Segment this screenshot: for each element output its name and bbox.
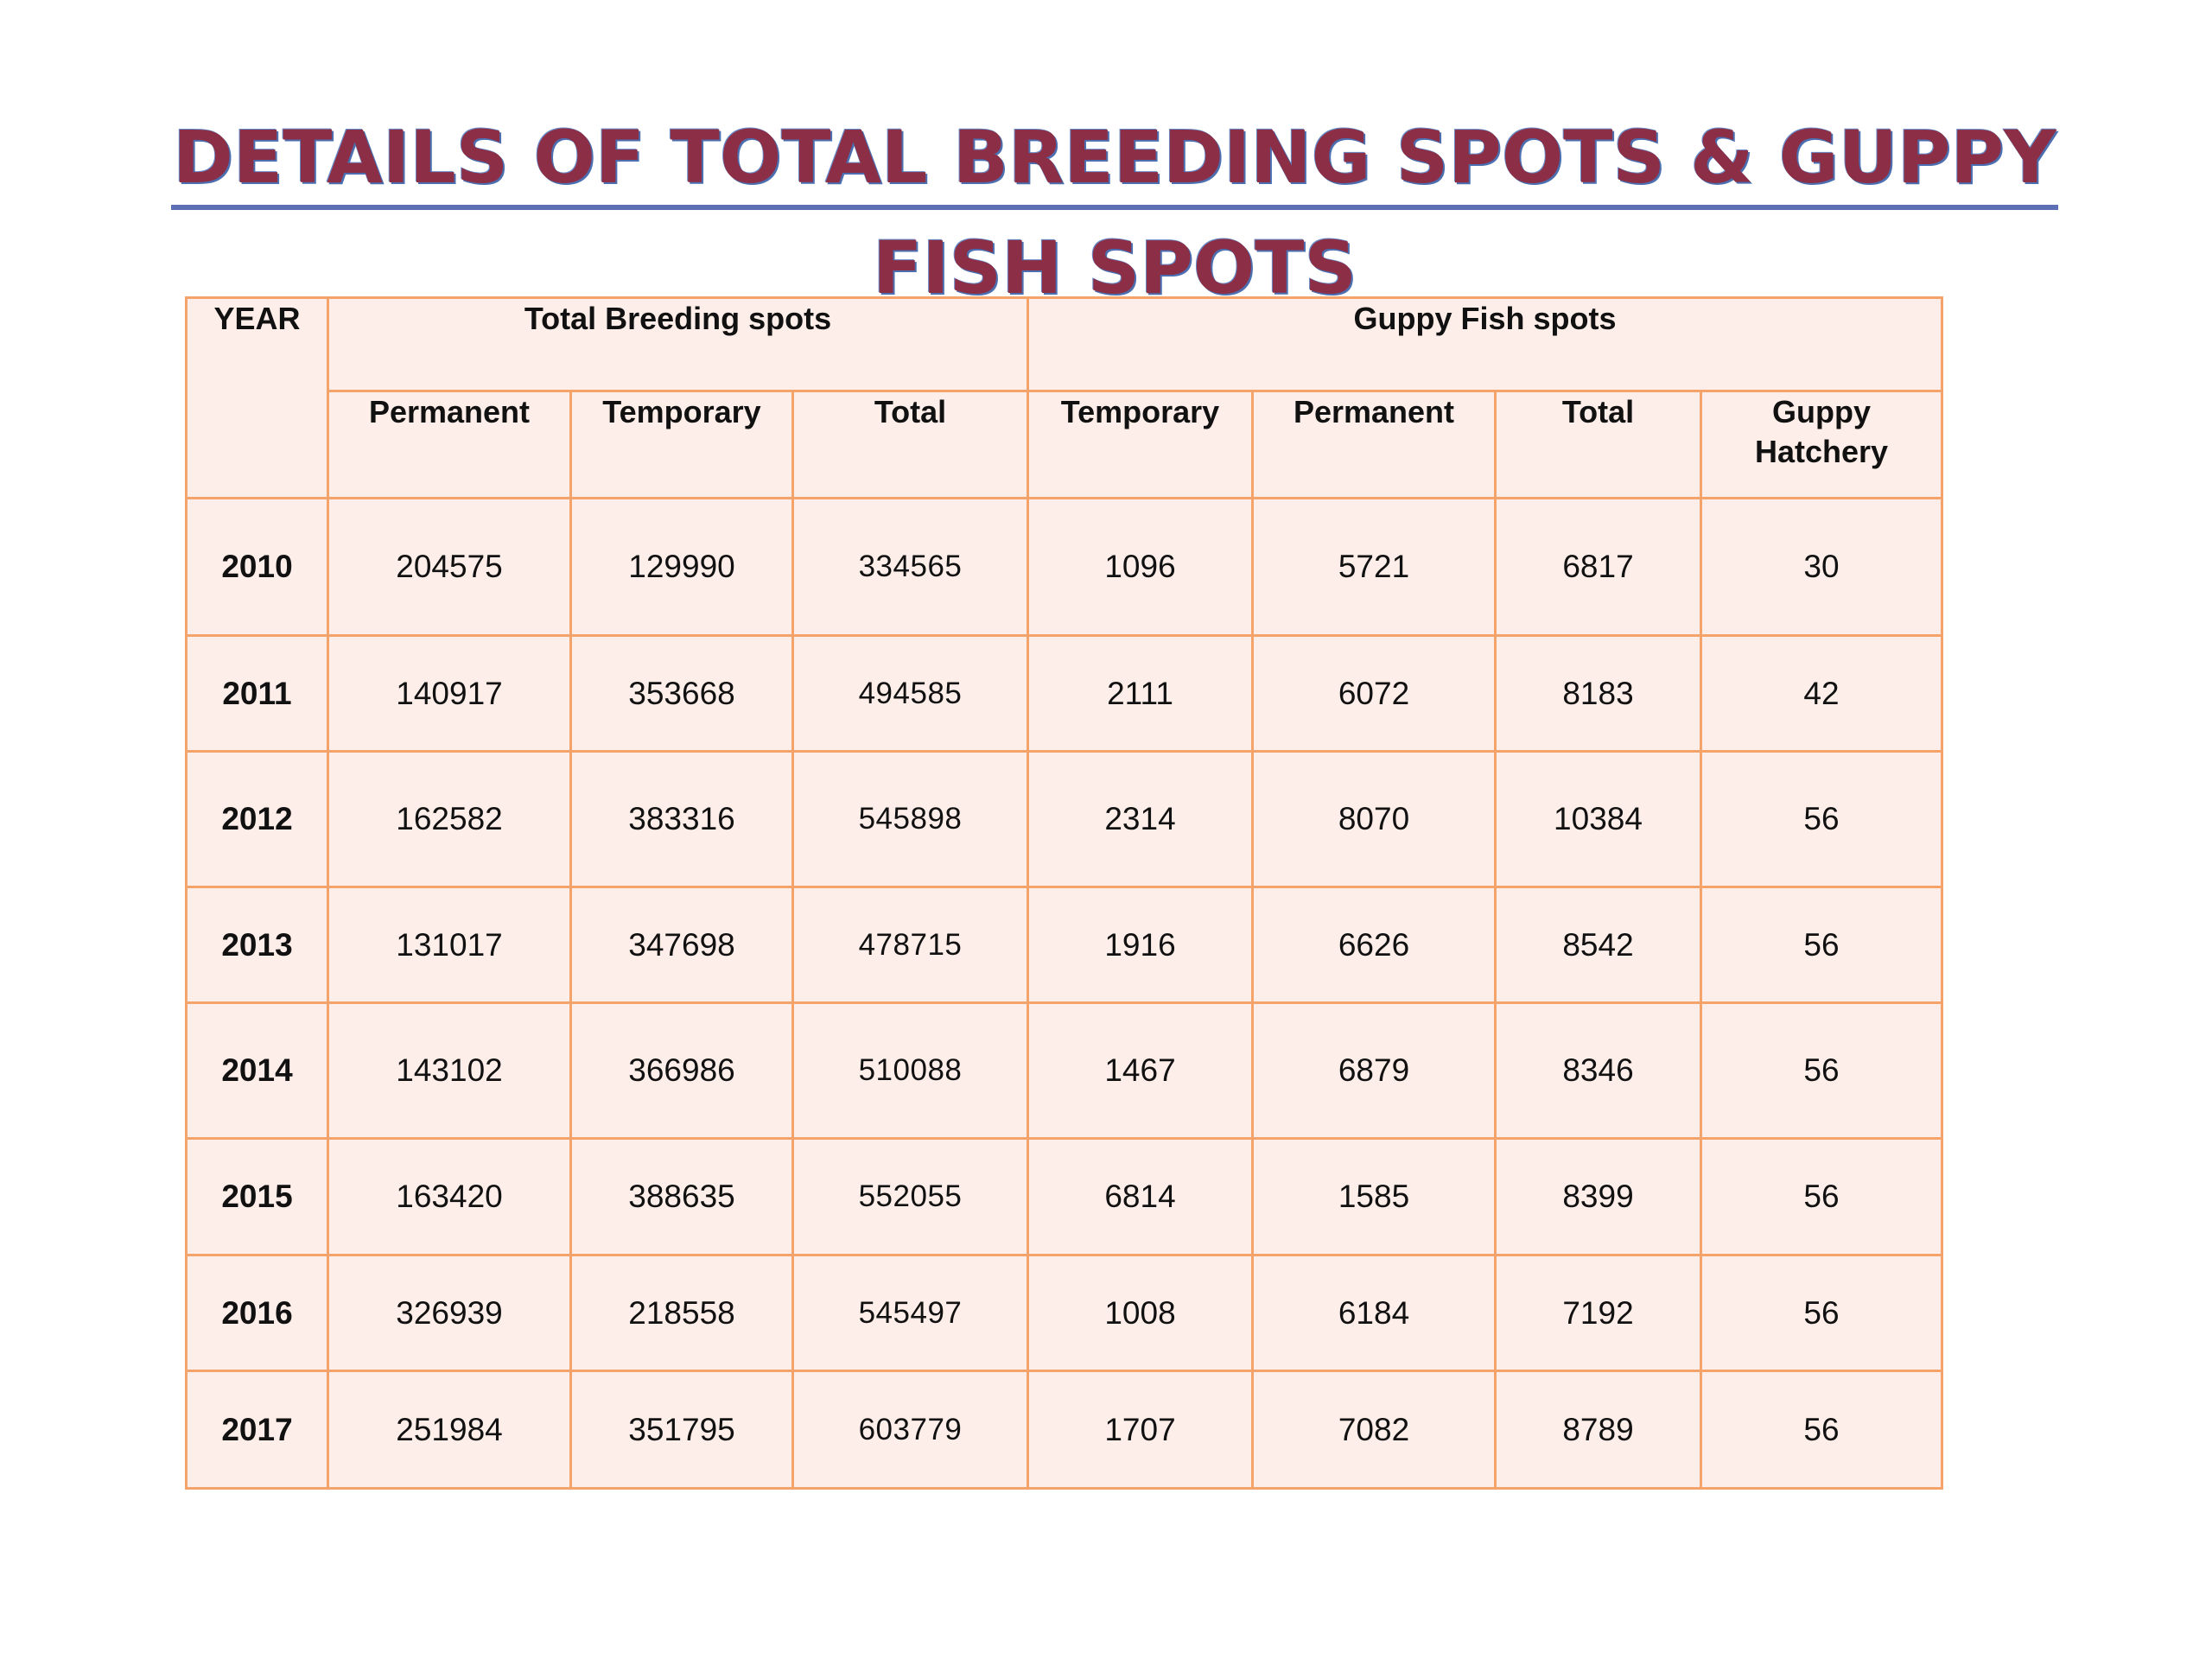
cell-breeding-temporary: 347698: [569, 886, 794, 1004]
cell-breeding-total: 545497: [791, 1254, 1029, 1372]
cell-breeding-permanent: 131017: [327, 886, 572, 1004]
cell-year: 2017: [185, 1370, 329, 1490]
cell-guppy-hatchery: 30: [1699, 497, 1944, 637]
header-breeding-temporary: Temporary: [569, 390, 794, 499]
cell-guppy-hatchery: 56: [1699, 886, 1944, 1004]
cell-year: 2015: [185, 1137, 329, 1256]
cell-guppy-total: 8542: [1494, 886, 1702, 1004]
cell-breeding-permanent: 140917: [327, 634, 572, 753]
cell-guppy-temporary: 1467: [1027, 1001, 1254, 1140]
cell-guppy-total: 8183: [1494, 634, 1702, 753]
table-row: 2016 326939 218558 545497 1008 6184 7192…: [185, 1254, 1944, 1372]
cell-guppy-temporary: 6814: [1027, 1137, 1254, 1256]
header-year: YEAR: [185, 296, 329, 499]
cell-guppy-hatchery: 56: [1699, 1001, 1944, 1140]
table-row: 2013 131017 347698 478715 1916 6626 8542…: [185, 886, 1944, 1004]
cell-guppy-temporary: 2314: [1027, 750, 1254, 888]
cell-guppy-hatchery: 56: [1699, 1137, 1944, 1256]
cell-breeding-total: 478715: [791, 886, 1029, 1004]
table-row: 2014 143102 366986 510088 1467 6879 8346…: [185, 1001, 1944, 1140]
title-line-2: FISH SPOTS: [873, 226, 1357, 310]
cell-breeding-permanent: 143102: [327, 1001, 572, 1140]
cell-guppy-temporary: 1008: [1027, 1254, 1254, 1372]
cell-year: 2013: [185, 886, 329, 1004]
cell-guppy-hatchery: 56: [1699, 1254, 1944, 1372]
cell-guppy-total: 7192: [1494, 1254, 1702, 1372]
cell-guppy-total: 6817: [1494, 497, 1702, 637]
cell-breeding-total: 510088: [791, 1001, 1029, 1140]
cell-breeding-permanent: 251984: [327, 1370, 572, 1490]
cell-year: 2014: [185, 1001, 329, 1140]
cell-year: 2011: [185, 634, 329, 753]
header-group-breeding: Total Breeding spots: [327, 296, 1029, 392]
header-breeding-permanent: Permanent: [327, 390, 572, 499]
page-title: DETAILS OF TOTAL BREEDING SPOTS & GUPPY …: [0, 102, 2212, 323]
cell-guppy-permanent: 6879: [1251, 1001, 1497, 1140]
cell-year: 2016: [185, 1254, 329, 1372]
cell-breeding-temporary: 351795: [569, 1370, 794, 1490]
cell-guppy-temporary: 1096: [1027, 497, 1254, 637]
cell-year: 2012: [185, 750, 329, 888]
cell-breeding-temporary: 383316: [569, 750, 794, 888]
header-breeding-total: Total: [791, 390, 1029, 499]
header-guppy-permanent: Permanent: [1251, 390, 1497, 499]
header-guppy-total: Total: [1494, 390, 1702, 499]
cell-guppy-permanent: 6184: [1251, 1254, 1497, 1372]
cell-breeding-total: 603779: [791, 1370, 1029, 1490]
cell-guppy-total: 8399: [1494, 1137, 1702, 1256]
cell-guppy-permanent: 7082: [1251, 1370, 1497, 1490]
cell-breeding-permanent: 162582: [327, 750, 572, 888]
table-row: 2017 251984 351795 603779 1707 7082 8789…: [185, 1370, 1944, 1490]
cell-breeding-total: 545898: [791, 750, 1029, 888]
cell-breeding-temporary: 353668: [569, 634, 794, 753]
table-row: 2011 140917 353668 494585 2111 6072 8183…: [185, 634, 1944, 753]
cell-guppy-permanent: 6072: [1251, 634, 1497, 753]
cell-guppy-hatchery: 56: [1699, 750, 1944, 888]
header-guppy-temporary: Temporary: [1027, 390, 1254, 499]
cell-guppy-total: 8789: [1494, 1370, 1702, 1490]
cell-guppy-hatchery: 42: [1699, 634, 1944, 753]
cell-guppy-total: 8346: [1494, 1001, 1702, 1140]
cell-breeding-permanent: 204575: [327, 497, 572, 637]
table-row: 2012 162582 383316 545898 2314 8070 1038…: [185, 750, 1944, 888]
cell-breeding-temporary: 129990: [569, 497, 794, 637]
cell-breeding-total: 334565: [791, 497, 1029, 637]
cell-breeding-permanent: 163420: [327, 1137, 572, 1256]
title-line-1: DETAILS OF TOTAL BREEDING SPOTS & GUPPY: [171, 110, 2058, 210]
cell-guppy-temporary: 1916: [1027, 886, 1254, 1004]
cell-guppy-permanent: 5721: [1251, 497, 1497, 637]
cell-year: 2010: [185, 497, 329, 637]
header-guppy-hatchery: Guppy Hatchery: [1699, 390, 1944, 499]
cell-guppy-permanent: 8070: [1251, 750, 1497, 888]
table-row: 2010 204575 129990 334565 1096 5721 6817…: [185, 497, 1944, 637]
breeding-spots-table: YEAR Total Breeding spots Guppy Fish spo…: [185, 296, 1944, 1490]
cell-breeding-temporary: 388635: [569, 1137, 794, 1256]
cell-guppy-temporary: 2111: [1027, 634, 1254, 753]
cell-guppy-total: 10384: [1494, 750, 1702, 888]
cell-breeding-temporary: 366986: [569, 1001, 794, 1140]
cell-guppy-hatchery: 56: [1699, 1370, 1944, 1490]
cell-breeding-permanent: 326939: [327, 1254, 572, 1372]
cell-guppy-temporary: 1707: [1027, 1370, 1254, 1490]
table-row: 2015 163420 388635 552055 6814 1585 8399…: [185, 1137, 1944, 1256]
header-group-guppy: Guppy Fish spots: [1026, 296, 1944, 392]
cell-guppy-permanent: 6626: [1251, 886, 1497, 1004]
cell-breeding-temporary: 218558: [569, 1254, 794, 1372]
cell-breeding-total: 552055: [791, 1137, 1029, 1256]
cell-breeding-total: 494585: [791, 634, 1029, 753]
cell-guppy-permanent: 1585: [1251, 1137, 1497, 1256]
